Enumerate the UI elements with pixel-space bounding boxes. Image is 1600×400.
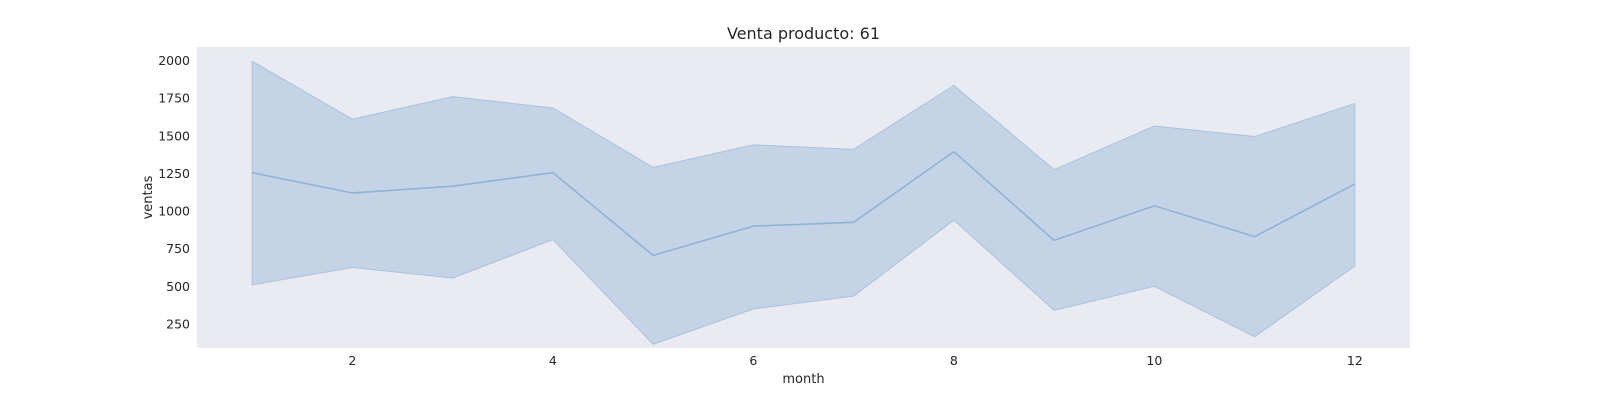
y-tick-labels: 250 500 750 1000 1250 1500 1750 2000	[158, 53, 190, 331]
y-tick-label: 250	[166, 316, 190, 331]
x-tick-labels: 2 4 6 8 10 12	[348, 353, 1362, 368]
x-tick-label: 10	[1146, 353, 1162, 368]
y-tick-label: 1750	[158, 91, 190, 106]
confidence-band-layer	[251, 60, 1356, 345]
series-line	[251, 150, 1356, 257]
y-axis-label: ventas	[141, 175, 156, 219]
y-tick-label: 500	[166, 279, 190, 294]
x-axis-label: month	[782, 372, 824, 387]
y-tick-label: 750	[166, 241, 190, 256]
x-tick-label: 12	[1347, 353, 1363, 368]
y-tick-label: 1250	[158, 166, 190, 181]
x-tick-label: 4	[549, 353, 557, 368]
y-tick-label: 2000	[158, 53, 190, 68]
chart-title: Venta producto: 61	[727, 24, 880, 43]
y-tick-label: 1500	[158, 128, 190, 143]
y-tick-label: 1000	[158, 204, 190, 219]
confidence-band	[251, 60, 1356, 345]
x-tick-label: 2	[348, 353, 356, 368]
x-tick-label: 8	[950, 353, 958, 368]
x-tick-label: 6	[749, 353, 757, 368]
series-line-layer	[251, 150, 1356, 257]
